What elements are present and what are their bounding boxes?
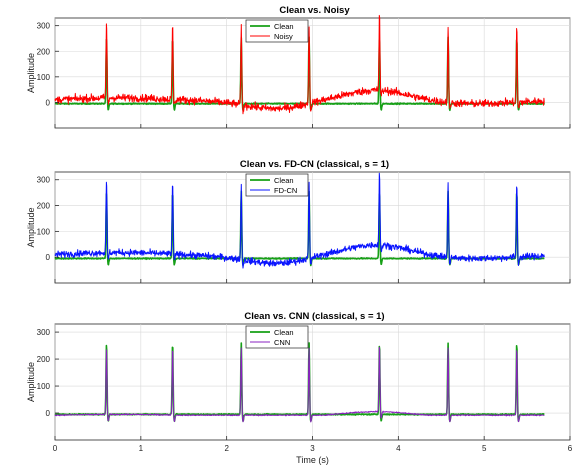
y-tick-label: 200 bbox=[37, 202, 51, 211]
y-tick-label: 200 bbox=[37, 355, 51, 364]
chart-panel-3: 0 100 200 300 0 1 2 3 4 5 6 Time (s) Clean vs. CNN (… bbox=[26, 311, 573, 465]
chart-panel-2: 0 100 200 300 Clean vs. FD-CN (classical, s … bbox=[26, 159, 571, 284]
x-tick-label: 2 bbox=[224, 444, 229, 453]
legend-label: Clean bbox=[274, 22, 294, 31]
y-tick-label: 100 bbox=[37, 73, 51, 82]
y-axis-label: Amplitude bbox=[26, 362, 36, 402]
series-line-fd-cn bbox=[54, 172, 545, 269]
legend-label: Noisy bbox=[274, 32, 293, 41]
chart-title: Clean vs. Noisy bbox=[279, 5, 350, 16]
x-tick-label: 6 bbox=[568, 444, 573, 453]
y-tick-label: 300 bbox=[37, 176, 51, 185]
series-line-noisy bbox=[54, 14, 545, 115]
y-tick-label: 300 bbox=[37, 22, 51, 31]
legend-label: CNN bbox=[274, 338, 290, 347]
chart-title: Clean vs. CNN (classical, s = 1) bbox=[244, 311, 384, 322]
y-tick-label: 300 bbox=[37, 328, 51, 337]
y-axis-label: Amplitude bbox=[26, 53, 36, 93]
grid-lines bbox=[54, 18, 571, 128]
legend-label: Clean bbox=[274, 176, 294, 185]
y-tick-label: 100 bbox=[37, 382, 51, 391]
y-tick-label: 0 bbox=[46, 253, 51, 262]
y-tick-label: 0 bbox=[46, 409, 51, 418]
legend-label: FD-CN bbox=[274, 186, 297, 195]
y-axis-label: Amplitude bbox=[26, 207, 36, 247]
series-line-cnn bbox=[54, 346, 545, 423]
x-axis-label: Time (s) bbox=[296, 455, 329, 465]
x-tick-label: 3 bbox=[310, 444, 315, 453]
y-tick-label: 200 bbox=[37, 47, 51, 56]
x-tick-label: 1 bbox=[139, 444, 144, 453]
chart-panel-1: 0 100 200 300 Clean vs. Noisy Amplitude CleanN… bbox=[26, 5, 571, 129]
x-tick-label: 5 bbox=[482, 444, 487, 453]
grid-lines bbox=[54, 324, 571, 440]
y-tick-label: 0 bbox=[46, 98, 51, 107]
x-tick-label: 0 bbox=[53, 444, 58, 453]
y-tick-label: 100 bbox=[37, 227, 51, 236]
legend-label: Clean bbox=[274, 328, 294, 337]
chart-title: Clean vs. FD-CN (classical, s = 1) bbox=[240, 159, 389, 170]
x-tick-label: 4 bbox=[396, 444, 401, 453]
